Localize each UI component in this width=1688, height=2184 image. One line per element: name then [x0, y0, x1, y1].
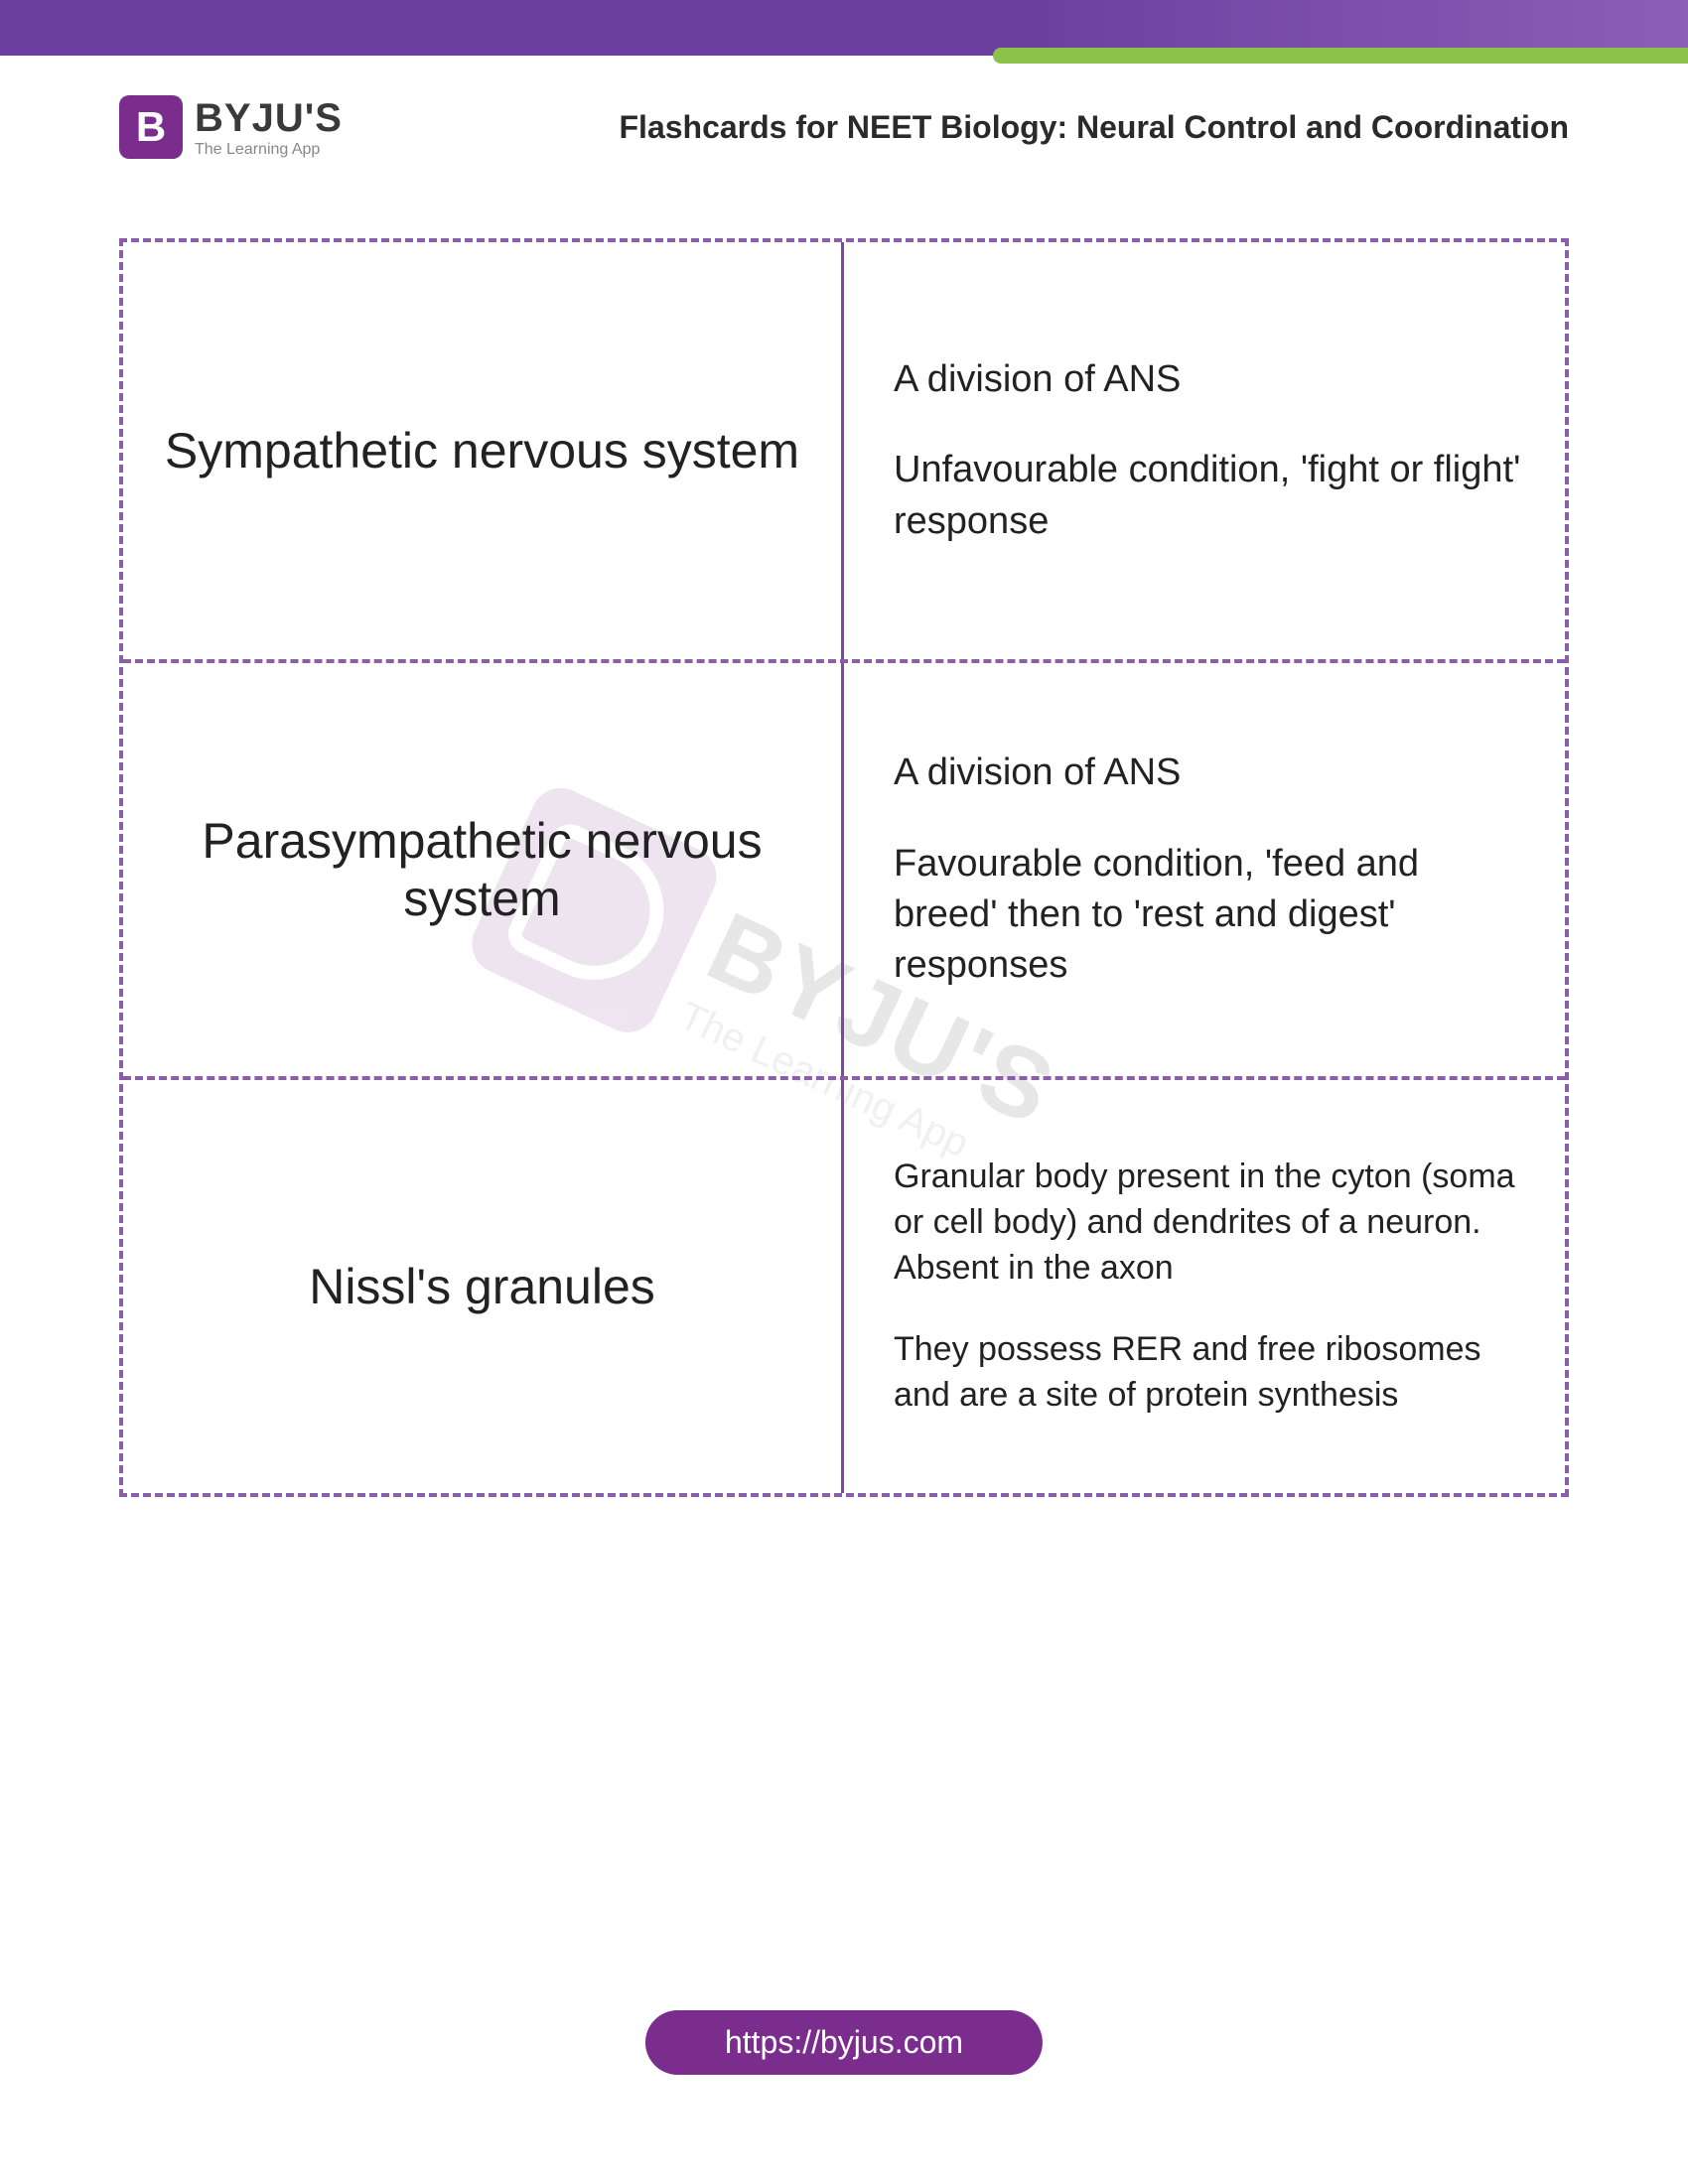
logo-badge-icon: B	[119, 95, 183, 159]
footer-url: https://byjus.com	[645, 2010, 1043, 2075]
logo-text: BYJU'S The Learning App	[195, 96, 343, 159]
flashcard-term: Nissl's granules	[123, 1080, 844, 1493]
definition-line: Favourable condition, 'feed and breed' t…	[894, 839, 1525, 992]
definition-line: A division of ANS	[894, 354, 1525, 405]
definition-line: Unfavourable condition, 'fight or flight…	[894, 445, 1525, 547]
flashcard-definition: A division of ANS Favourable condition, …	[844, 663, 1565, 1076]
page-header: B BYJU'S The Learning App Flashcards for…	[0, 56, 1688, 179]
definition-line: They possess RER and free ribosomes and …	[894, 1327, 1525, 1419]
flashcard-term: Parasympathetic nervous system	[123, 663, 844, 1076]
table-row: Sympathetic nervous system A division of…	[123, 242, 1565, 659]
table-row: Parasympathetic nervous system A divisio…	[123, 659, 1565, 1076]
flashcard-definition: A division of ANS Unfavourable condition…	[844, 242, 1565, 659]
table-row: Nissl's granules Granular body present i…	[123, 1076, 1565, 1493]
top-purple-bar	[0, 0, 1688, 56]
flashcard-definition: Granular body present in the cyton (soma…	[844, 1080, 1565, 1493]
flashcard-term: Sympathetic nervous system	[123, 242, 844, 659]
green-accent-stripe	[993, 48, 1688, 64]
brand-tagline: The Learning App	[195, 141, 343, 159]
page-footer: https://byjus.com	[645, 2010, 1043, 2075]
flashcards-table: Sympathetic nervous system A division of…	[119, 238, 1569, 1497]
brand-logo: B BYJU'S The Learning App	[119, 95, 343, 159]
brand-name: BYJU'S	[195, 96, 343, 141]
definition-line: Granular body present in the cyton (soma…	[894, 1155, 1525, 1292]
definition-line: A division of ANS	[894, 748, 1525, 798]
page-title: Flashcards for NEET Biology: Neural Cont…	[620, 109, 1570, 146]
